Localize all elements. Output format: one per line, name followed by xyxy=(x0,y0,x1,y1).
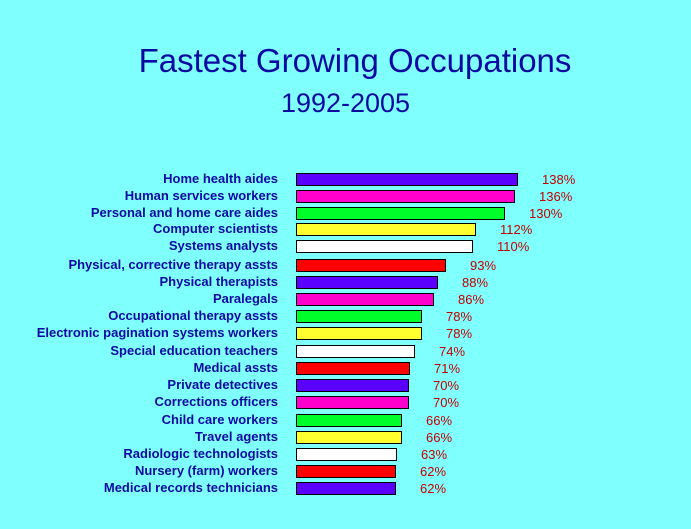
category-label: Home health aides xyxy=(163,171,278,186)
category-label: Corrections officers xyxy=(154,394,278,409)
value-label: 93% xyxy=(470,258,497,273)
value-label: 136% xyxy=(539,189,573,204)
category-label: Occupational therapy assts xyxy=(108,308,278,323)
value-label: 63% xyxy=(421,447,448,462)
bar xyxy=(296,293,434,306)
category-label: Paralegals xyxy=(212,291,278,306)
bar-row: Nursery (farm) workers 62% xyxy=(0,463,691,480)
value-label: 71% xyxy=(434,361,461,376)
value-label: 62% xyxy=(420,481,447,496)
bar-row: Travel agents 66% xyxy=(0,429,691,446)
bar-row: Physical, corrective therapy assts 93% xyxy=(0,257,691,274)
bar xyxy=(296,362,410,375)
category-label: Travel agents xyxy=(194,429,278,444)
bar-row: Private detectives 70% xyxy=(0,377,691,394)
bar-row: Paralegals 86% xyxy=(0,291,691,308)
bar xyxy=(296,448,397,461)
category-label: Radiologic technologists xyxy=(123,446,278,461)
category-label: Physical, corrective therapy assts xyxy=(68,257,278,272)
value-label: 88% xyxy=(462,275,489,290)
bar xyxy=(296,190,515,203)
bar xyxy=(296,259,446,272)
category-label: Computer scientists xyxy=(153,221,278,236)
value-label: 70% xyxy=(433,395,460,410)
category-label: Nursery (farm) workers xyxy=(134,463,278,478)
value-label: 86% xyxy=(458,292,485,307)
bar xyxy=(296,396,409,409)
bar xyxy=(296,379,409,392)
bar-row: Home health aides 138% xyxy=(0,171,691,188)
value-label: 138% xyxy=(542,172,576,187)
bar-row: Human services workers 136% xyxy=(0,188,691,205)
category-label: Child care workers xyxy=(161,412,278,427)
category-label: Medical assts xyxy=(193,360,278,375)
category-label: Special education teachers xyxy=(110,343,278,358)
category-label: Private detectives xyxy=(167,377,278,392)
bar xyxy=(296,345,415,358)
bar xyxy=(296,482,396,495)
bar xyxy=(296,173,518,186)
value-label: 130% xyxy=(529,206,563,221)
bar xyxy=(296,310,422,323)
value-label: 66% xyxy=(426,413,453,428)
bar xyxy=(296,276,438,289)
bar-row: Electronic pagination systems workers 78% xyxy=(0,325,691,342)
value-label: 70% xyxy=(433,378,460,393)
bar xyxy=(296,240,473,253)
bar xyxy=(296,223,476,236)
bar-row: Systems analysts 110% xyxy=(0,238,691,255)
bar xyxy=(296,414,402,427)
category-label: Physical therapists xyxy=(159,274,279,289)
value-label: 110% xyxy=(497,239,530,254)
value-label: 74% xyxy=(439,344,466,359)
bar-row: Child care workers 66% xyxy=(0,412,691,429)
category-label: Electronic pagination systems workers xyxy=(36,325,278,340)
bar-row: Occupational therapy assts 78% xyxy=(0,308,691,325)
value-label: 112% xyxy=(500,222,533,237)
value-label: 78% xyxy=(446,309,473,324)
bar-row: Special education teachers 74% xyxy=(0,343,691,360)
bar-row: Medical records technicians 62% xyxy=(0,480,691,497)
bar-row: Radiologic technologists 63% xyxy=(0,446,691,463)
bar-row: Corrections officers 70% xyxy=(0,394,691,411)
value-label: 62% xyxy=(420,464,447,479)
category-label: Human services workers xyxy=(124,188,278,203)
value-label: 78% xyxy=(446,326,473,341)
value-label: 66% xyxy=(426,430,453,445)
bar-row: Computer scientists 112% xyxy=(0,221,691,238)
bar xyxy=(296,207,505,220)
category-label: Medical records technicians xyxy=(103,480,278,495)
bar xyxy=(296,431,402,444)
bar-row: Physical therapists 88% xyxy=(0,274,691,291)
chart-subtitle: 1992-2005 xyxy=(280,88,411,118)
bar xyxy=(296,465,396,478)
bar-row: Personal and home care aides 130% xyxy=(0,205,691,222)
bar-row: Medical assts 71% xyxy=(0,360,691,377)
chart-title: Fastest Growing Occupations xyxy=(138,42,572,79)
category-label: Personal and home care aides xyxy=(90,205,278,220)
category-label: Systems analysts xyxy=(168,238,278,253)
bar xyxy=(296,327,422,340)
